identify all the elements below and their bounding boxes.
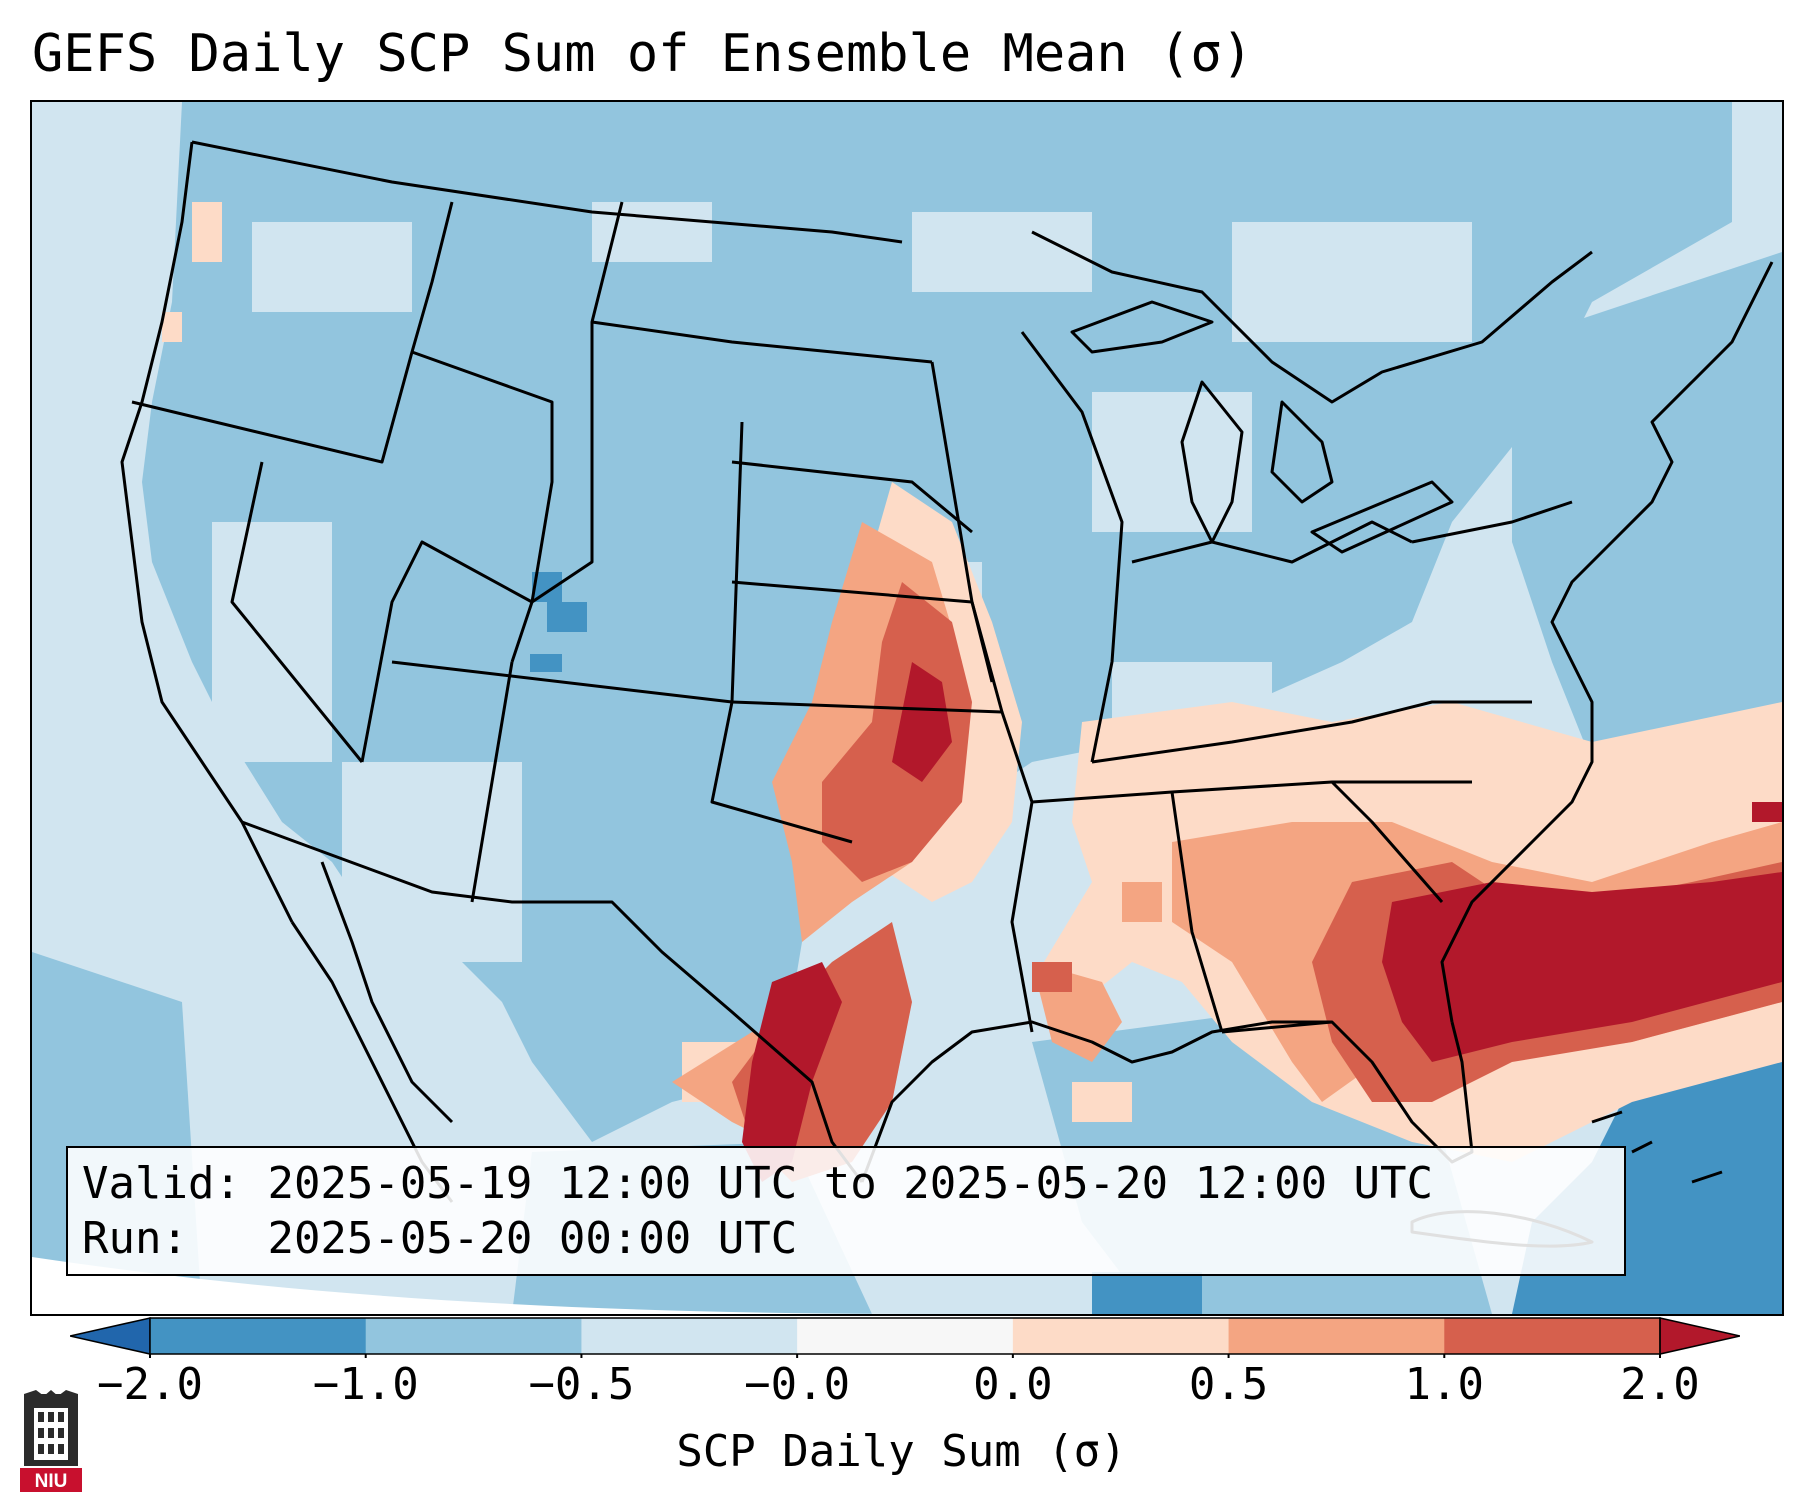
run-label: Run: [82, 1213, 188, 1264]
state-line-mt-wy [411, 350, 554, 663]
state-line-fl [1221, 1020, 1333, 1034]
lake-huron [1270, 400, 1334, 504]
state-line-az-nm [470, 661, 514, 903]
colorbar-segment [581, 1318, 798, 1354]
colorbar-tick-label: 1.0 [1404, 1359, 1485, 1410]
canada-border [191, 140, 903, 244]
state-line-oh-pa [1131, 520, 1413, 564]
state-line-nd-sd [590, 201, 933, 364]
state-line-mn-ia-mo [930, 361, 1004, 713]
state-line-ky-va [1091, 700, 1532, 764]
scp-map-canvas [32, 102, 1782, 1314]
state-line-ne-ks [731, 460, 973, 534]
colorbar-tick-label: −0.5 [528, 1359, 635, 1410]
colorbar-segment [1012, 1318, 1230, 1354]
colorbar-extend-high [1659, 1317, 1740, 1355]
niu-university-logo-icon: NIU [20, 1390, 82, 1492]
colorbar-segment [365, 1318, 582, 1354]
extreme-positive-anomaly-regions [742, 662, 1782, 1182]
off-map-area [32, 1257, 932, 1314]
colorbar [70, 1317, 1740, 1358]
colorbar-tick-label: 0.5 [1188, 1359, 1269, 1410]
valid-label: Valid: [82, 1158, 241, 1209]
valid-run-info-box: Valid: 2025-05-19 12:00 UTC to 2025-05-2… [66, 1146, 1626, 1276]
colorbar-segment [1444, 1318, 1661, 1354]
gulf-of-california-coast [320, 861, 454, 1124]
niu-logo-text: NIU [35, 1471, 68, 1492]
colorbar-label: SCP Daily Sum (σ) [676, 1426, 1127, 1477]
lake-michigan [1180, 380, 1244, 544]
state-line-ga-sc [1330, 780, 1444, 903]
scp-map [30, 100, 1784, 1316]
colorbar-extend-low [70, 1317, 151, 1355]
state-line-wi-il [1020, 331, 1124, 763]
atlantic-coastline [1440, 261, 1774, 1023]
state-line-al-ga [1170, 791, 1224, 1033]
colorbar-segment [797, 1318, 1014, 1354]
colorbar-segment [150, 1318, 367, 1354]
bahamas [1591, 1110, 1723, 1184]
colorbar-tick-label: −2.0 [97, 1359, 203, 1410]
run-time: 2025-05-20 00:00 UTC [267, 1213, 798, 1264]
state-line-ut [360, 540, 533, 763]
colorbar-tick-label: 2.0 [1620, 1359, 1700, 1410]
colorbar-tick-label: 0.0 [973, 1359, 1053, 1410]
state-line-tn-ky [1031, 780, 1472, 804]
map-title: GEFS Daily SCP Sum of Ensemble Mean (σ) [32, 24, 1253, 84]
colorbar-tick-label: −1.0 [312, 1359, 419, 1410]
colorbar-tick-label: −0.0 [744, 1359, 851, 1410]
pacific-coastline [120, 141, 294, 923]
valid-time-range: 2025-05-19 12:00 UTC to 2025-05-20 12:00… [267, 1158, 1434, 1209]
colorbar-segment [1228, 1318, 1445, 1354]
state-line-ny-pa [1411, 500, 1573, 544]
great-lakes-border [1031, 230, 1593, 404]
state-line-nv [230, 461, 364, 763]
lake-erie [1310, 480, 1454, 554]
state-line-ms [1010, 801, 1034, 1033]
mexico-border [241, 820, 864, 1183]
state-line-tx-panhandle [710, 701, 853, 844]
colorbar-outline [149, 1317, 1661, 1355]
state-line-wy-sd [531, 322, 594, 604]
lake-superior [1070, 300, 1214, 354]
